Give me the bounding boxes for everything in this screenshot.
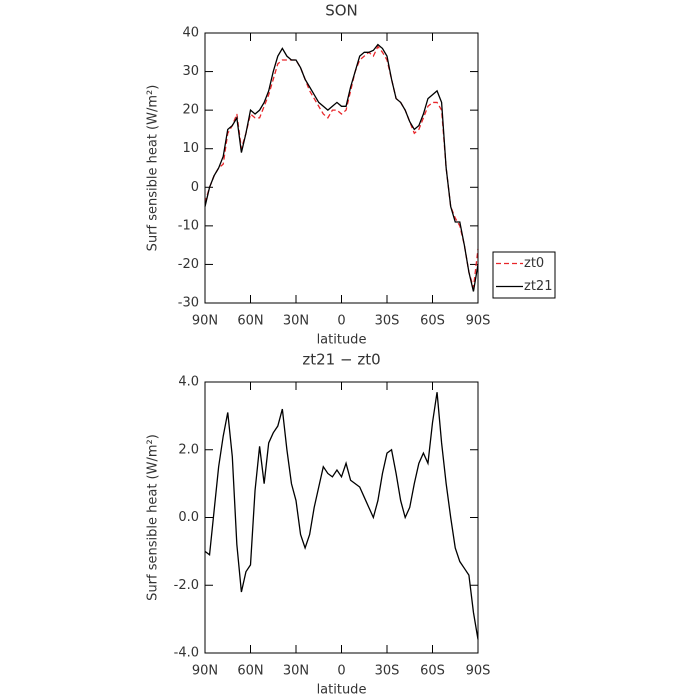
x-tick-label: 90N — [192, 664, 218, 679]
plot-frame — [204, 32, 479, 304]
x-tick-label: 0 — [337, 314, 345, 329]
data-line — [204, 45, 479, 288]
y-axis-label: Surf sensible heat (W/m²) — [146, 434, 161, 601]
y-tick-label: -2.0 — [174, 578, 199, 593]
chart-title: zt21 − zt0 — [302, 351, 380, 369]
y-tick-label: 2.0 — [178, 442, 199, 457]
y-axis-label: Surf sensible heat (W/m²) — [146, 85, 161, 252]
x-tick-label: 60S — [420, 664, 445, 679]
y-tick-label: 0 — [191, 180, 199, 195]
y-tick-label: -30 — [178, 296, 199, 311]
x-tick-label: 90N — [192, 314, 218, 329]
data-line — [204, 392, 479, 640]
x-tick-label: 30S — [375, 664, 400, 679]
y-tick-label: -4.0 — [174, 646, 199, 661]
legend-box — [492, 251, 556, 299]
data-line — [204, 43, 479, 292]
y-tick-label: 40 — [182, 26, 199, 41]
x-tick-label: 30N — [283, 314, 309, 329]
y-tick-label: -20 — [178, 257, 199, 272]
y-tick-label: 30 — [182, 64, 199, 79]
y-tick-label: 10 — [182, 141, 199, 156]
x-tick-label: 60S — [420, 314, 445, 329]
y-tick-label: 20 — [182, 103, 199, 118]
x-tick-label: 90S — [466, 664, 491, 679]
y-tick-label: 0.0 — [178, 510, 199, 525]
x-tick-label: 0 — [337, 664, 345, 679]
x-tick-label: 30N — [283, 664, 309, 679]
x-tick-label: 60N — [237, 664, 263, 679]
legend-label: zt21 — [524, 279, 552, 294]
y-tick-label: -10 — [178, 218, 199, 233]
chart-title: SON — [325, 2, 358, 20]
y-tick-label: 4.0 — [178, 375, 199, 390]
x-axis-label: latitude — [317, 683, 367, 698]
x-tick-label: 90S — [466, 314, 491, 329]
x-tick-label: 30S — [375, 314, 400, 329]
x-axis-label: latitude — [317, 333, 367, 348]
legend-label: zt0 — [524, 256, 544, 271]
x-tick-label: 60N — [237, 314, 263, 329]
plot-frame — [204, 381, 479, 654]
